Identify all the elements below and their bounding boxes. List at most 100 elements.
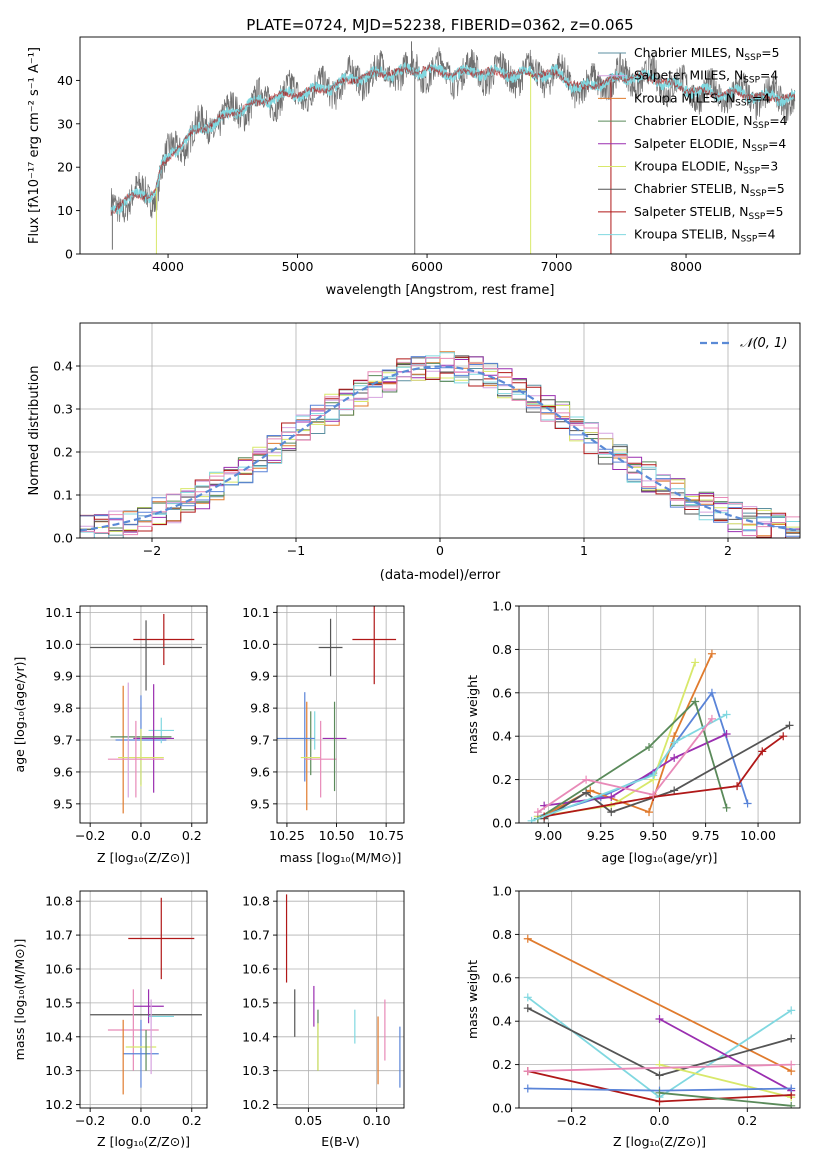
spectrum-ytick-label: 40 xyxy=(57,73,73,88)
age-vs-weight-series-marker xyxy=(691,658,700,667)
mass-vs-age-panel: 10.25 10.50 10.75 9.5 9.6 9.7 9.8 9.9 10.0 10.1 xyxy=(242,605,405,843)
spectrum-xtick-label: 8000 xyxy=(670,259,702,274)
ebv-vs-mass-ytick-label: 10.3 xyxy=(242,1063,270,1078)
z-vs-weight-xtick-label: 0.0 xyxy=(650,1113,670,1128)
z-vs-age-xtick-label: 0.0 xyxy=(131,828,151,843)
z-vs-mass-xlabel: Z [log₁₀(Z/Z⊙)] xyxy=(97,1134,190,1149)
z-vs-weight-xtick-label: 0.2 xyxy=(737,1113,757,1128)
age-vs-weight-ytick-label: 0.4 xyxy=(492,729,512,744)
z-vs-age-ylabel: age [log₁₀(age/yr)] xyxy=(12,657,27,773)
age-vs-weight-series-marker xyxy=(670,786,679,795)
spectrum-ytick-label: 10 xyxy=(57,203,73,218)
age-vs-weight-panel: 9.00 9.25 9.50 9.75 10.00 0.0 0.2 0.4 0.6 0.8 1.0 xyxy=(492,599,801,843)
z-vs-mass-xtick-label: −0.2 xyxy=(75,1113,105,1128)
z-vs-age-errorbar xyxy=(148,717,174,744)
age-vs-weight-ylabel: mass weight xyxy=(465,675,480,754)
residual-histogram-xtick-label: 0 xyxy=(436,543,444,558)
z-vs-age-xlabel: Z [log₁₀(Z/Z⊙)] xyxy=(97,850,190,865)
ebv-vs-mass-xtick-label: 0.10 xyxy=(363,1113,391,1128)
z-vs-weight-plot-area xyxy=(523,934,796,1108)
figure-title: PLATE=0724, MJD=52238, FIBERID=0362, z=0… xyxy=(246,16,633,34)
age-vs-weight-xtick-label: 9.75 xyxy=(692,828,720,843)
histogram-step-series xyxy=(80,357,800,538)
residual-histogram-ytick-label: 0.4 xyxy=(53,359,73,374)
z-vs-mass-ytick-label: 10.3 xyxy=(45,1063,73,1078)
age-vs-weight-ytick-label: 0.6 xyxy=(492,685,512,700)
ebv-vs-mass-xtick-label: 0.05 xyxy=(294,1113,322,1128)
z-vs-weight-ytick-label: 0.4 xyxy=(492,1014,512,1029)
ebv-vs-mass-frame xyxy=(276,890,405,1109)
age-vs-weight-series xyxy=(540,730,731,810)
spectrum-legend-label: Kroupa STELIB, NSSP=4 xyxy=(634,228,776,245)
z-vs-weight-series-line xyxy=(527,937,792,1072)
age-vs-weight-series-marker xyxy=(533,808,542,817)
residual-histogram-xtick-label: 1 xyxy=(580,543,588,558)
age-vs-weight-series-line xyxy=(544,733,727,807)
z-vs-mass-ylabel: mass [log₁₀(M/M⊙)] xyxy=(12,939,27,1061)
z-vs-age-xtick-label: −0.2 xyxy=(75,828,105,843)
ebv-vs-mass-panel: 0.05 0.10 10.2 10.3 10.4 10.5 10.6 10.7 10.8 xyxy=(242,890,405,1128)
z-vs-age-ytick-label: 9.7 xyxy=(53,733,73,748)
age-vs-weight-series-marker xyxy=(582,775,591,784)
mass-vs-age-xtick-label: 10.25 xyxy=(269,828,305,843)
z-vs-age-errorbar xyxy=(133,613,195,666)
spectrum-xtick-label: 7000 xyxy=(541,259,573,274)
mass-vs-age-xtick-label: 10.50 xyxy=(319,828,355,843)
z-vs-weight-series-line xyxy=(659,1063,792,1099)
z-vs-mass-ytick-label: 10.5 xyxy=(45,995,73,1010)
spectrum-xtick-label: 6000 xyxy=(411,259,443,274)
age-vs-weight-series-marker xyxy=(785,721,794,730)
spectrum-ytick-label: 30 xyxy=(57,116,73,131)
age-vs-weight-series-marker xyxy=(582,788,591,797)
spectrum-legend-label: Salpeter ELODIE, NSSP=4 xyxy=(634,137,786,154)
residual-histogram-plot-area xyxy=(80,351,800,538)
age-vs-weight-xtick-label: 10.00 xyxy=(740,828,776,843)
z-vs-weight-panel: −0.2 0.0 0.2 0.0 0.2 0.4 0.6 0.8 1.0 xyxy=(492,884,801,1128)
spectrum-xlabel: wavelength [Angstrom, rest frame] xyxy=(326,283,555,298)
z-vs-age-errorbar xyxy=(107,720,164,798)
spectrum-legend-label: Chabrier STELIB, NSSP=5 xyxy=(634,182,785,199)
z-vs-weight-series xyxy=(655,1015,796,1095)
spectrum-frame xyxy=(79,36,801,255)
age-vs-weight-series-line xyxy=(537,699,728,820)
z-vs-weight-ytick-label: 0.6 xyxy=(492,970,512,985)
z-vs-weight-series-line xyxy=(659,1018,792,1092)
age-vs-weight-series-marker xyxy=(649,771,658,780)
age-vs-weight-ytick-label: 0.8 xyxy=(492,642,512,657)
z-vs-age-ytick-label: 10.1 xyxy=(45,605,73,620)
z-vs-age-ytick-label: 9.6 xyxy=(53,764,73,779)
age-vs-weight-series-marker xyxy=(722,710,731,719)
z-vs-weight-series-marker xyxy=(523,1004,532,1013)
mass-vs-age-plot-area xyxy=(277,606,397,811)
residual-histogram-xtick-label: −2 xyxy=(143,543,161,558)
mass-vs-age-frame xyxy=(276,605,405,824)
age-vs-weight-series-line xyxy=(537,718,713,813)
age-vs-weight-series-marker xyxy=(707,688,716,697)
z-vs-weight-series-marker xyxy=(655,1071,664,1080)
z-vs-weight-series xyxy=(655,1088,796,1108)
ebv-vs-mass-ytick-label: 10.4 xyxy=(242,1029,270,1044)
residual-histogram-panel: −2 −1 0 1 2 0.0 0.1 0.2 0.3 0.4 𝒩(0, 1) xyxy=(53,322,801,558)
age-vs-weight-series-marker xyxy=(607,808,616,817)
z-vs-age-errorbar xyxy=(133,684,174,793)
z-vs-mass-errorbar xyxy=(128,897,195,980)
normal-curve xyxy=(80,365,800,532)
z-vs-mass-frame xyxy=(79,890,208,1109)
z-vs-age-errorbar xyxy=(118,728,164,787)
age-vs-weight-xtick-label: 9.00 xyxy=(534,828,562,843)
z-vs-mass-xtick-label: 0.2 xyxy=(182,1113,202,1128)
z-vs-weight-series-marker xyxy=(655,1088,664,1097)
residual-histogram-ytick-label: 0.2 xyxy=(53,445,73,460)
z-vs-weight-series-marker xyxy=(655,1097,664,1106)
age-vs-weight-series-marker xyxy=(645,808,654,817)
residual-histogram-ytick-label: 0.3 xyxy=(53,402,73,417)
residual-histogram-ytick-label: 0.1 xyxy=(53,488,73,503)
z-vs-weight-ytick-label: 1.0 xyxy=(492,884,512,899)
age-vs-weight-series-marker xyxy=(707,649,716,658)
z-vs-weight-series-marker xyxy=(655,1015,664,1024)
age-vs-weight-series-marker xyxy=(586,786,595,795)
mass-vs-age-ytick-label: 9.5 xyxy=(250,796,270,811)
spectrum-legend-label: Salpeter MILES, NSSP=4 xyxy=(634,69,778,86)
spectrum-legend-label: Salpeter STELIB, NSSP=5 xyxy=(634,205,784,222)
z-vs-mass-panel: −0.2 0.0 0.2 10.2 10.3 10.4 10.5 10.6 10.7 10.8 xyxy=(45,890,208,1128)
